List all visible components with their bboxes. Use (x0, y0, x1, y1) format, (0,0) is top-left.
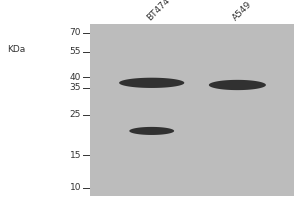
Text: KDa: KDa (8, 45, 26, 54)
Text: A549: A549 (230, 0, 253, 22)
Text: 35: 35 (70, 83, 81, 92)
Text: 40: 40 (70, 73, 81, 82)
Text: 55: 55 (70, 47, 81, 56)
Text: 10: 10 (70, 183, 81, 192)
Text: 70: 70 (70, 28, 81, 37)
Text: 15: 15 (70, 151, 81, 160)
Text: 25: 25 (70, 110, 81, 119)
Text: BT474: BT474 (145, 0, 171, 22)
